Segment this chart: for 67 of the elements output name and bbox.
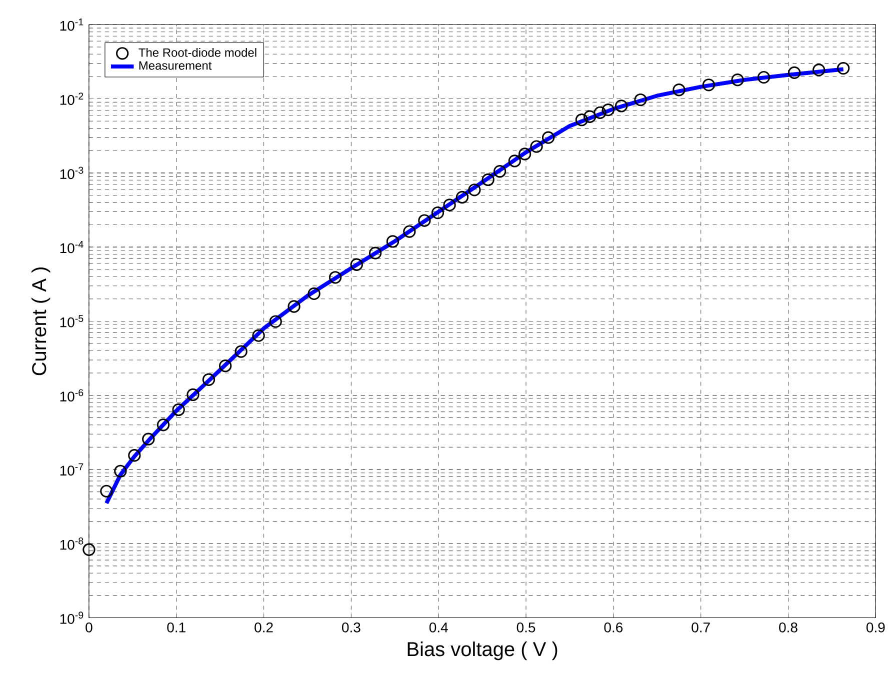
point bbox=[269, 315, 282, 328]
point bbox=[812, 64, 826, 76]
point bbox=[702, 78, 716, 92]
point bbox=[288, 300, 300, 313]
y-tick-label: 10$^{-1}$ bbox=[60, 18, 84, 31]
point bbox=[218, 360, 232, 372]
point bbox=[634, 94, 647, 106]
y-tick-label: 10$^{-6}$ bbox=[60, 389, 84, 402]
point bbox=[418, 214, 431, 227]
y-tick-label: 10$^{-8}$ bbox=[60, 538, 84, 550]
x-tick-label: 0.1 bbox=[167, 622, 186, 633]
x-tick-label: 0.3 bbox=[342, 622, 360, 633]
point bbox=[508, 154, 521, 168]
point bbox=[156, 418, 170, 432]
point bbox=[308, 287, 320, 300]
point bbox=[542, 131, 555, 144]
x-tick-label: 0.2 bbox=[254, 622, 273, 633]
x-tick-label: 0.4 bbox=[429, 622, 448, 633]
point bbox=[602, 104, 615, 116]
point bbox=[443, 198, 456, 212]
x-tick-label: 0.9 bbox=[866, 622, 885, 633]
y-tick-label: 10$^{-5}$ bbox=[60, 315, 84, 328]
point bbox=[186, 388, 200, 402]
x-tick-label: 0.5 bbox=[516, 622, 536, 633]
x-axis-title: Bias voltage ( V ) bbox=[408, 642, 558, 660]
point bbox=[403, 225, 416, 238]
point bbox=[731, 74, 744, 86]
x-tick-label: 0 bbox=[86, 622, 92, 633]
x-tick-label: 0.8 bbox=[779, 622, 798, 633]
point bbox=[493, 165, 506, 178]
point bbox=[172, 404, 185, 416]
point bbox=[252, 329, 265, 342]
y-tick-label: 10$^{-3}$ bbox=[60, 166, 84, 180]
x-tick-label: 0.6 bbox=[604, 622, 623, 633]
point bbox=[142, 432, 155, 446]
point bbox=[386, 235, 400, 248]
point bbox=[468, 184, 481, 196]
point bbox=[202, 373, 216, 386]
y-axis-title: Current ( A ) bbox=[32, 268, 50, 376]
point bbox=[530, 140, 543, 153]
point bbox=[350, 258, 363, 272]
point bbox=[788, 66, 801, 80]
x-tick-label: 0.7 bbox=[692, 622, 710, 633]
point bbox=[368, 246, 382, 260]
legend-label: Measurement bbox=[139, 62, 212, 70]
y-tick-label: 10$^{-7}$ bbox=[60, 464, 84, 476]
legend-label: The Root-diode model bbox=[138, 48, 256, 57]
point bbox=[128, 449, 141, 462]
point bbox=[234, 345, 248, 358]
point bbox=[584, 110, 596, 124]
point bbox=[518, 148, 532, 160]
point bbox=[594, 106, 606, 120]
point bbox=[82, 543, 96, 556]
point bbox=[328, 271, 342, 284]
point bbox=[100, 484, 113, 498]
y-tick-label: 10$^{-2}$ bbox=[60, 92, 84, 106]
point bbox=[672, 84, 686, 96]
point bbox=[836, 62, 850, 75]
point bbox=[431, 206, 444, 220]
point bbox=[482, 174, 494, 186]
point bbox=[757, 71, 770, 84]
point bbox=[575, 114, 588, 126]
point bbox=[114, 464, 127, 478]
point bbox=[456, 191, 469, 204]
y-tick-label: 10$^{-9}$ bbox=[60, 612, 84, 624]
y-tick-label: 10$^{-4}$ bbox=[60, 241, 84, 254]
point bbox=[614, 100, 628, 112]
